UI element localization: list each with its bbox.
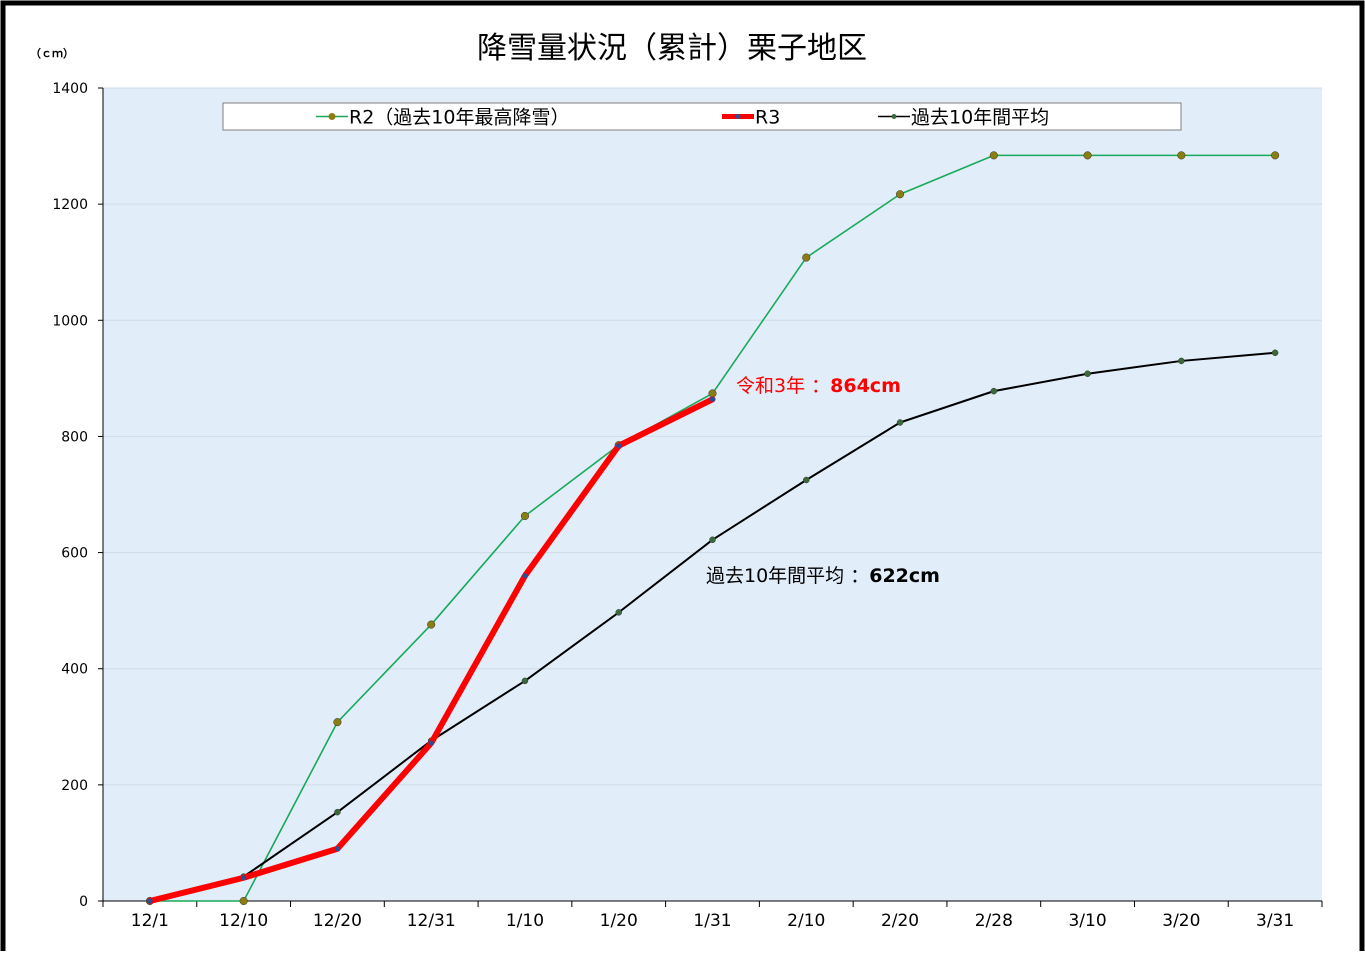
y-tick-label: 1200 [52, 197, 88, 213]
grid-lines [103, 87, 1322, 786]
x-tick-label: 1/31 [693, 911, 731, 931]
plot-area [103, 88, 1322, 901]
y-tick-label: 200 [61, 778, 88, 794]
data-point [428, 740, 434, 746]
x-tick-label: 3/31 [1256, 911, 1294, 931]
x-tick-label: 12/1 [131, 911, 169, 931]
series-layer [145, 151, 1280, 906]
data-point [1271, 349, 1279, 357]
legend-label: 過去10年間平均 [911, 107, 1049, 129]
data-point [521, 677, 529, 685]
data-point [708, 389, 717, 398]
data-point [616, 443, 622, 449]
annotation-r3-prefix: 令和3年 ： [736, 375, 830, 397]
legend: R2（過去10年最高降雪） R3 過去10年間平均 [222, 102, 1182, 131]
data-point [802, 253, 811, 262]
data-point [990, 387, 998, 395]
x-tick-label: 12/10 [219, 911, 268, 931]
data-point [1083, 151, 1092, 160]
x-tick-label: 2/28 [975, 911, 1013, 931]
data-point [522, 573, 528, 579]
data-point [520, 511, 530, 521]
y-tick-label: 600 [61, 546, 88, 562]
annotations: 令和3年 ：864cm 過去10年間平均 ：622cm [706, 375, 940, 587]
data-point [1177, 151, 1186, 160]
y-axis-unit: （ｃｍ） [30, 47, 74, 60]
y-axis: 0 200 400 600 800 1000 1200 1400 [52, 81, 104, 910]
data-point [147, 898, 153, 904]
data-point [803, 476, 810, 484]
x-tick-label: 3/20 [1162, 911, 1200, 931]
x-axis: 12/1 12/10 12/20 12/31 1/10 1/20 1/31 2/10 2/20 2… [102, 900, 1323, 931]
data-point [1178, 357, 1185, 365]
annotation-r3: 令和3年 ：864cm [736, 375, 901, 397]
data-point [334, 846, 341, 852]
data-point [241, 875, 247, 881]
legend-label: R2（過去10年最高降雪） [349, 107, 569, 129]
x-tick-label: 3/10 [1068, 911, 1106, 931]
data-point [427, 620, 436, 629]
data-point [334, 808, 341, 816]
data-point [239, 896, 248, 906]
annotation-average-prefix: 過去10年間平均 ： [706, 565, 869, 587]
x-tick-label: 1/10 [506, 911, 544, 931]
data-point [895, 190, 905, 199]
data-point [709, 536, 716, 544]
y-tick-label: 800 [61, 429, 88, 445]
annotation-average: 過去10年間平均 ：622cm [706, 565, 940, 587]
y-tick-label: 0 [79, 894, 88, 910]
legend-swatch-marker [735, 114, 741, 119]
data-point [1271, 151, 1280, 160]
data-point [1084, 370, 1091, 377]
legend-swatch-marker [328, 113, 336, 120]
y-tick-label: 1400 [52, 81, 88, 97]
x-tick-label: 12/20 [313, 911, 362, 931]
y-tick-label: 1000 [52, 313, 88, 329]
data-point [896, 419, 904, 426]
data-point [333, 718, 342, 727]
x-tick-label: 12/31 [407, 911, 456, 931]
x-tick-label: 2/10 [787, 911, 825, 931]
annotation-average-value: 622cm [869, 565, 940, 587]
x-tick-label: 2/20 [881, 911, 919, 931]
annotation-r3-value: 864cm [830, 375, 901, 397]
chart-title: 降雪量状況（累計）栗子地区 [477, 31, 867, 66]
data-point [709, 396, 716, 402]
data-point [989, 151, 998, 160]
data-point [615, 609, 622, 616]
x-tick-label: 1/20 [600, 911, 638, 931]
legend-label: R3 [755, 107, 780, 129]
legend-swatch-marker [891, 114, 897, 119]
y-tick-label: 400 [61, 662, 88, 678]
legend-box [222, 102, 1182, 131]
